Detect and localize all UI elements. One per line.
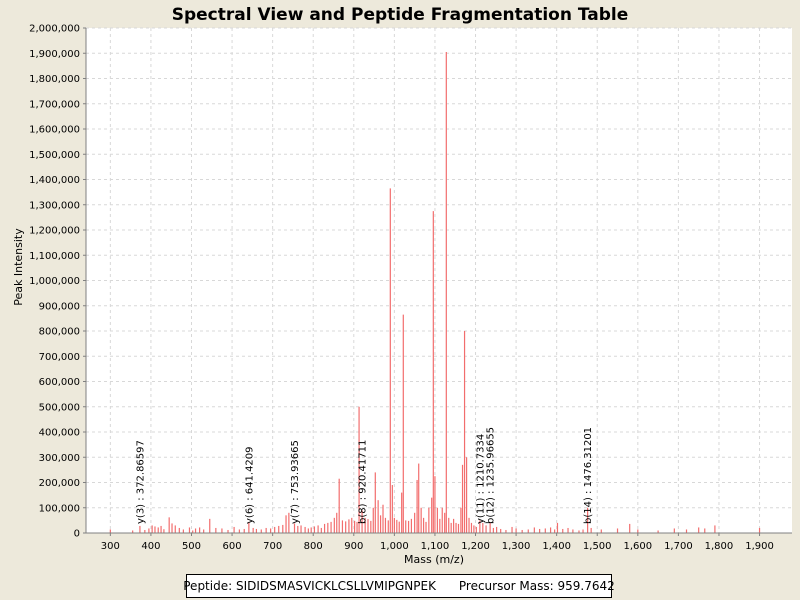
x-tick-label: 800: [304, 541, 323, 552]
x-tick-label: 1,000: [380, 541, 409, 552]
y-tick-label: 1,200,000: [29, 226, 80, 237]
y-tick-label: 1,900,000: [29, 49, 80, 60]
fragment-annotation-label: b(8) : 920.41711: [358, 440, 369, 524]
y-tick-label: 200,000: [39, 478, 80, 489]
x-tick-label: 1,100: [421, 541, 450, 552]
x-tick-label: 1,600: [623, 541, 652, 552]
fragment-annotation-label: y(11) : 1210.7334: [475, 434, 486, 524]
x-tick-label: 400: [141, 541, 160, 552]
y-tick-label: 400,000: [39, 428, 80, 439]
y-tick-label: 1,700,000: [29, 99, 80, 110]
fragment-annotation-label: b(12) : 1235.96655: [486, 427, 497, 524]
x-tick-label: 1,200: [461, 541, 490, 552]
x-tick-label: 600: [223, 541, 242, 552]
x-tick-labels: 300 400 500 600 700 800 900 1,000 1,100 1,200 1,30…: [101, 541, 774, 552]
peptide-sequence: SIDIDSMASVICKLCSLLVMIPGNPEK: [235, 579, 436, 593]
axes: [83, 27, 792, 536]
y-axis-label: Peak Intensity: [12, 228, 25, 306]
peak-series: [109, 51, 761, 533]
y-tick-label: 500,000: [39, 402, 80, 413]
fragment-annotation-label: b(14) : 1476.31201: [583, 427, 594, 524]
x-axis-label: Mass (m/z): [404, 553, 464, 566]
x-tick-label: 1,400: [542, 541, 571, 552]
y-tick-label: 600,000: [39, 377, 80, 388]
y-tick-label: 0: [74, 529, 80, 540]
x-tick-label: 900: [344, 541, 363, 552]
x-tick-label: 500: [182, 541, 201, 552]
x-tick-label: 300: [101, 541, 120, 552]
x-tick-label: 1,300: [502, 541, 531, 552]
x-tick-label: 700: [263, 541, 282, 552]
y-tick-label: 1,400,000: [29, 175, 80, 186]
y-tick-label: 900,000: [39, 301, 80, 312]
peptide-label: Peptide:: [183, 579, 236, 593]
info-spacer: [436, 579, 459, 593]
grid-lines: [86, 27, 792, 534]
y-tick-label: 1,600,000: [29, 125, 80, 136]
x-tick-label: 1,800: [705, 541, 734, 552]
y-tick-labels: 0 100,000 200,000 300,000 400,000 500,000 600,…: [29, 24, 80, 540]
fragment-annotation-label: y(6) : 641.4209: [244, 446, 255, 524]
y-tick-label: 100,000: [39, 503, 80, 514]
y-tick-label: 1,000,000: [29, 276, 80, 287]
chart-title: Spectral View and Peptide Fragmentation …: [172, 5, 629, 25]
y-tick-label: 1,300,000: [29, 200, 80, 211]
x-tick-label: 1,900: [745, 541, 774, 552]
y-tick-label: 1,800,000: [29, 74, 80, 85]
y-tick-label: 700,000: [39, 352, 80, 363]
fragment-annotation-label: y(7) : 753.93665: [290, 440, 301, 524]
precursor-mass: 959.7642: [557, 579, 615, 593]
x-tick-label: 1,700: [664, 541, 693, 552]
y-tick-label: 300,000: [39, 453, 80, 464]
peptide-info-box: Peptide: SIDIDSMASVICKLCSLLVMIPGNPEK Pre…: [183, 574, 615, 598]
x-tick-label: 1,500: [583, 541, 612, 552]
fragment-annotations: y(3) : 372.86597 y(6) : 641.4209 y(7) : 75…: [135, 427, 594, 524]
y-tick-label: 2,000,000: [29, 24, 80, 35]
fragment-annotation-label: y(3) : 372.86597: [135, 440, 146, 524]
y-tick-label: 1,500,000: [29, 150, 80, 161]
y-tick-label: 1,100,000: [29, 251, 80, 262]
y-tick-label: 800,000: [39, 327, 80, 338]
precursor-label: Precursor Mass:: [458, 579, 558, 593]
